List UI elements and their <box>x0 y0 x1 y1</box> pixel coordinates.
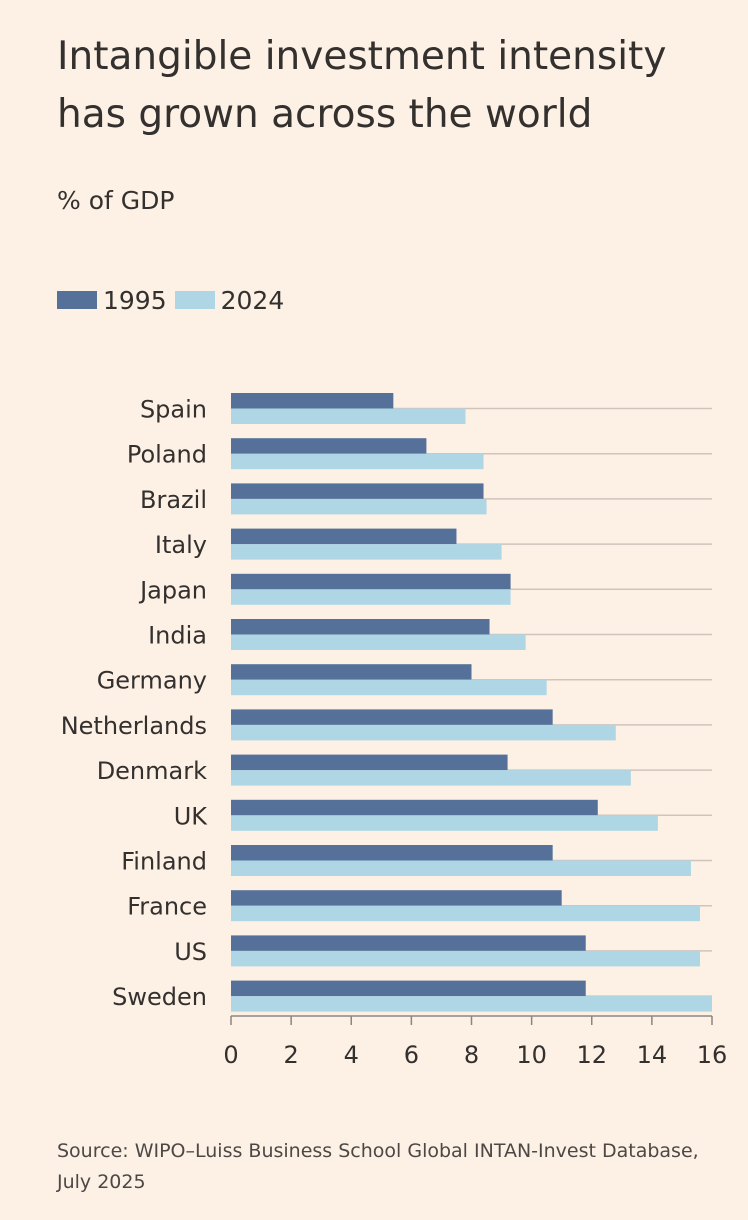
bar-uk-1995 <box>231 799 598 816</box>
category-label-netherlands: Netherlands <box>61 712 207 740</box>
source-note: Source: WIPO–Luiss Business School Globa… <box>57 1140 699 1193</box>
bar-japan-2024 <box>231 589 511 605</box>
x-tick-label-16: 16 <box>697 1041 728 1069</box>
bar-denmark-2024 <box>231 770 631 786</box>
bar-germany-2024 <box>231 679 547 696</box>
category-label-brazil: Brazil <box>140 486 207 514</box>
bar-netherlands-2024 <box>231 724 616 741</box>
x-tick-label-0: 0 <box>223 1041 238 1069</box>
bar-japan-1995 <box>231 573 511 590</box>
category-label-france: France <box>127 893 207 921</box>
bar-finland-1995 <box>231 845 553 861</box>
bar-us-1995 <box>231 935 586 951</box>
bar-sweden-2024 <box>231 996 712 1012</box>
bar-germany-1995 <box>231 664 472 680</box>
chart-subtitle: % of GDP <box>57 186 175 215</box>
bar-chart: Spain Poland Brazil Italy Japan India Germany N… <box>61 393 728 1069</box>
bar-france-1995 <box>231 890 562 906</box>
legend-swatch-1995 <box>57 291 97 309</box>
x-tick-label-12: 12 <box>576 1041 607 1069</box>
x-tick-label-10: 10 <box>516 1041 547 1069</box>
bar-uk-2024 <box>231 815 658 831</box>
legend-item-2024: 2024 <box>174 285 285 315</box>
chart-title: Intangible investment intensity has grow… <box>57 34 667 137</box>
x-tick-label-2: 2 <box>283 1041 298 1069</box>
chart-legend: 1995 2024 <box>57 285 292 315</box>
bar-india-2024 <box>231 634 526 650</box>
category-label-india: India <box>148 622 207 650</box>
bar-us-2024 <box>231 950 700 967</box>
legend-item-1995: 1995 <box>57 286 167 315</box>
bar-netherlands-1995 <box>231 709 553 725</box>
category-label-denmark: Denmark <box>97 757 207 785</box>
bar-brazil-1995 <box>231 483 484 499</box>
legend-swatch-2024 <box>174 291 215 309</box>
x-tick-label-6: 6 <box>404 1041 419 1069</box>
x-tick-label-8: 8 <box>464 1041 479 1069</box>
category-label-finland: Finland <box>121 848 207 876</box>
category-label-germany: Germany <box>97 667 207 695</box>
bar-denmark-1995 <box>231 754 508 771</box>
bar-spain-1995 <box>231 393 394 409</box>
bar-sweden-1995 <box>231 980 586 997</box>
bar-india-1995 <box>231 619 490 635</box>
bar-italy-1995 <box>231 528 457 545</box>
bar-france-2024 <box>231 905 700 922</box>
x-tick-label-4: 4 <box>344 1041 359 1069</box>
legend-label-1995: 1995 <box>103 285 167 315</box>
legend-label-2024: 2024 <box>220 285 285 315</box>
category-label-sweden: Sweden <box>112 983 207 1011</box>
bar-finland-2024 <box>231 860 691 876</box>
bar-brazil-2024 <box>231 498 487 515</box>
category-label-us: US <box>174 938 207 966</box>
bar-italy-2024 <box>231 544 502 560</box>
category-label-italy: Italy <box>155 531 207 559</box>
bar-poland-2024 <box>231 453 484 470</box>
bar-poland-1995 <box>231 438 427 454</box>
x-tick-label-14: 14 <box>637 1041 668 1069</box>
category-label-japan: Japan <box>138 576 207 604</box>
category-label-uk: UK <box>174 802 209 830</box>
bar-spain-2024 <box>231 408 466 424</box>
category-label-spain: Spain <box>140 396 207 424</box>
category-label-poland: Poland <box>127 441 207 469</box>
